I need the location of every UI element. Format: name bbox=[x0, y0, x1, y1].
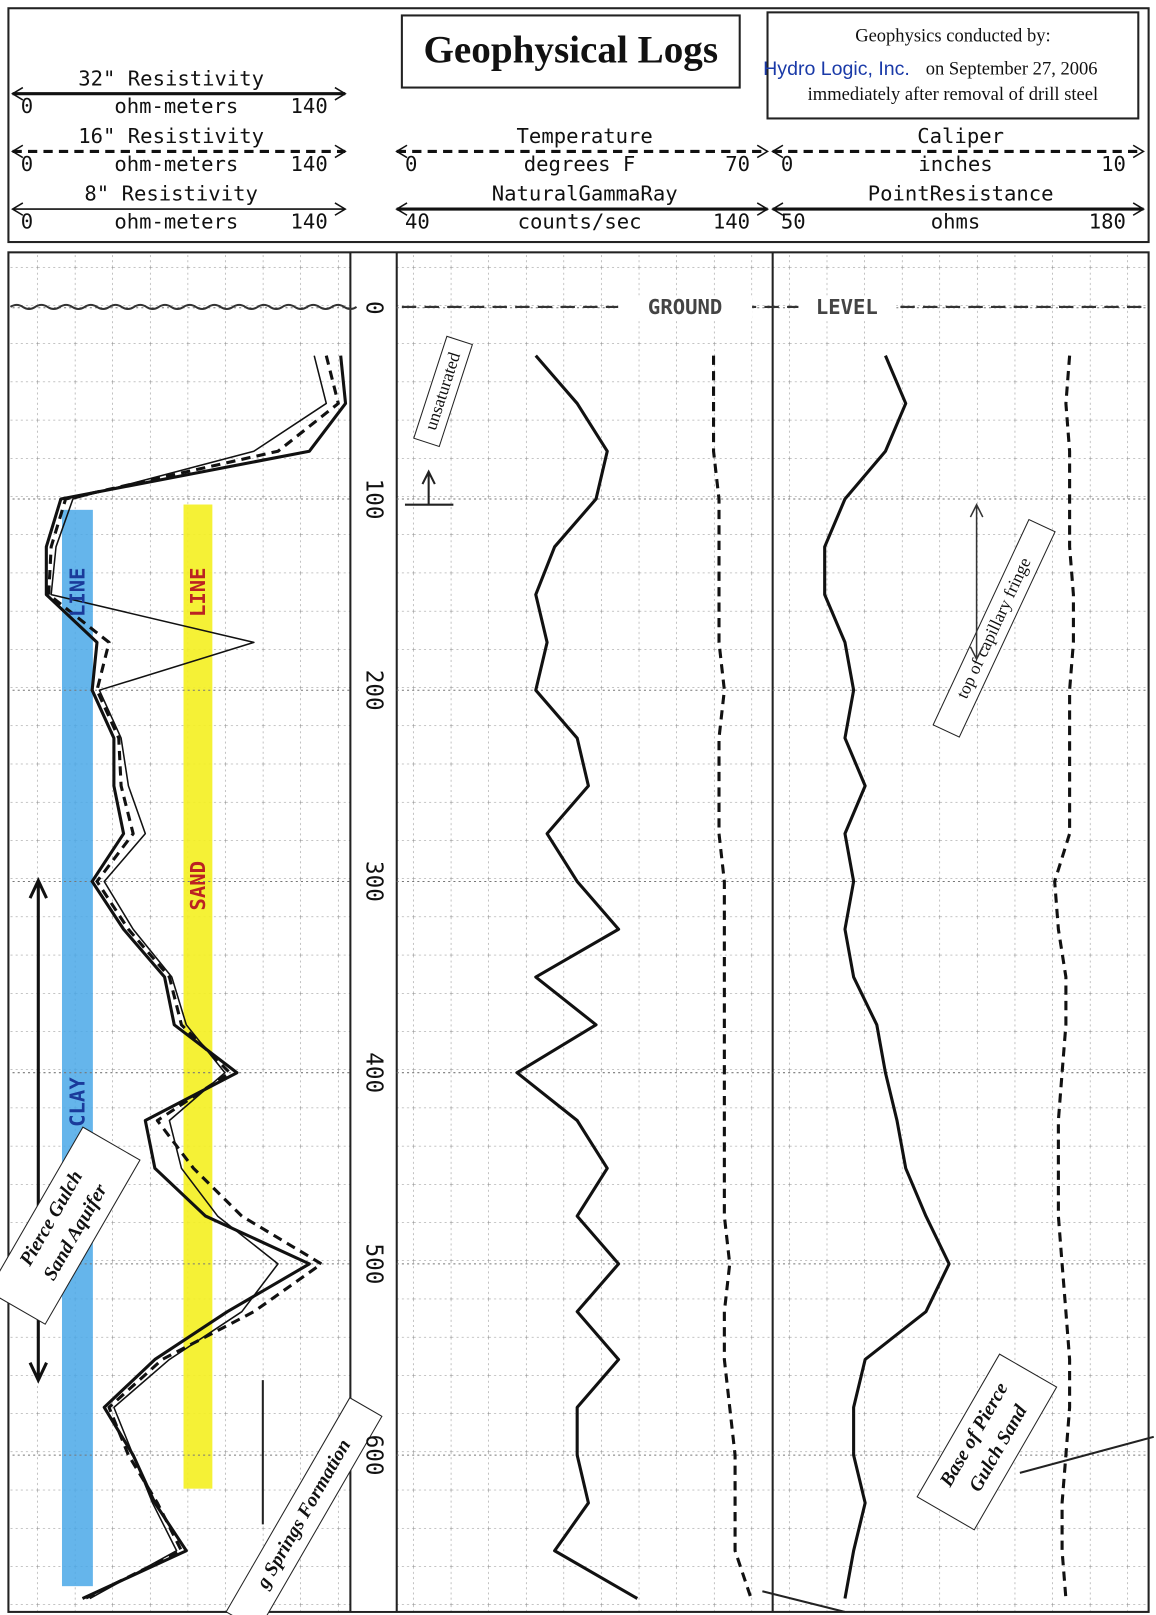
log-curve bbox=[47, 355, 340, 1600]
note-box bbox=[932, 518, 1056, 738]
band-label: LINE bbox=[186, 567, 210, 617]
level-label: LEVEL bbox=[816, 295, 878, 319]
depth-label: 300 bbox=[361, 861, 387, 902]
scale-arrow bbox=[11, 144, 347, 159]
scale-arrow bbox=[11, 86, 347, 101]
note-box bbox=[225, 1397, 383, 1615]
scale-unit: ohm-meters bbox=[114, 152, 238, 176]
note-box bbox=[0, 1126, 141, 1325]
depth-label: 400 bbox=[361, 1052, 387, 1093]
scale-arrow bbox=[395, 202, 770, 216]
scale-unit: ohm-meters bbox=[114, 209, 238, 233]
band-label: LINE bbox=[65, 567, 89, 617]
depth-label: 100 bbox=[361, 479, 387, 520]
series-name: Caliper bbox=[917, 124, 1004, 148]
scale-max: 180 bbox=[1089, 209, 1126, 233]
scale-max: 140 bbox=[291, 209, 328, 233]
band-label: CLAY bbox=[65, 1077, 89, 1127]
depth-label: 0 bbox=[361, 301, 387, 315]
scale-min: 0 bbox=[405, 152, 417, 176]
scale-min: 0 bbox=[781, 152, 793, 176]
series-name: 8" Resistivity bbox=[84, 182, 257, 206]
depth-label: 600 bbox=[361, 1435, 387, 1476]
scale-unit: ohms bbox=[931, 209, 981, 233]
ground-label: GROUND bbox=[648, 295, 722, 319]
header-scales: 32" Resistivity 0 ohm-meters 140 16" Resisti… bbox=[11, 66, 1145, 233]
scale-min: 0 bbox=[21, 94, 33, 118]
clay-band bbox=[61, 509, 93, 1587]
log-curve bbox=[1053, 355, 1075, 1599]
band-label: SAND bbox=[186, 861, 210, 911]
arrow bbox=[969, 502, 984, 661]
scale-arrow bbox=[395, 144, 770, 159]
series-name: PointResistance bbox=[868, 182, 1054, 206]
series-name: 32" Resistivity bbox=[78, 66, 264, 90]
scale-min: 40 bbox=[405, 209, 430, 233]
credit-box bbox=[766, 11, 1140, 120]
title-box bbox=[400, 14, 741, 89]
depth-column bbox=[351, 253, 396, 1611]
credit-note: immediately after removal of drill steel bbox=[808, 84, 1098, 105]
note-box bbox=[916, 1353, 1058, 1531]
log-curve bbox=[515, 354, 639, 1600]
scale-max: 140 bbox=[291, 94, 328, 118]
scale-unit: degrees F bbox=[524, 152, 636, 176]
chart-title: Geophysical Logs bbox=[424, 29, 719, 72]
credit-date: on September 27, 2006 bbox=[926, 58, 1098, 79]
scale-min: 0 bbox=[21, 152, 33, 176]
scale-min: 0 bbox=[21, 209, 33, 233]
series-name: Temperature bbox=[517, 124, 653, 148]
log-curve bbox=[823, 355, 951, 1599]
credit-heading: Geophysics conducted by: bbox=[855, 25, 1050, 46]
scale-max: 10 bbox=[1101, 152, 1126, 176]
depth-label: 500 bbox=[361, 1243, 387, 1284]
credit-company: Hydro Logic, Inc. bbox=[763, 58, 910, 80]
header-frame bbox=[7, 7, 1150, 244]
scale-max: 140 bbox=[291, 152, 328, 176]
label-bg bbox=[618, 295, 753, 319]
leader bbox=[762, 1435, 1155, 1613]
scale-max: 140 bbox=[713, 209, 750, 233]
note-box bbox=[413, 335, 474, 448]
scale-arrow bbox=[11, 202, 347, 216]
scale-max: 70 bbox=[725, 152, 750, 176]
series-name: 16" Resistivity bbox=[78, 124, 264, 148]
scale-min: 50 bbox=[781, 209, 806, 233]
scale-arrow bbox=[771, 202, 1145, 216]
scale-unit: counts/sec bbox=[518, 209, 642, 233]
arrow bbox=[404, 469, 454, 506]
scale-unit: inches bbox=[918, 152, 992, 176]
log-curve bbox=[50, 355, 328, 1600]
log-curve bbox=[44, 355, 348, 1600]
series-name: NaturalGammaRay bbox=[492, 182, 678, 206]
scale-arrow bbox=[771, 144, 1145, 159]
ground-wave bbox=[9, 303, 358, 311]
scale-unit: ohm-meters bbox=[114, 94, 238, 118]
depth-label: 200 bbox=[361, 670, 387, 711]
log-curve bbox=[711, 355, 753, 1600]
label-bg bbox=[798, 295, 897, 319]
